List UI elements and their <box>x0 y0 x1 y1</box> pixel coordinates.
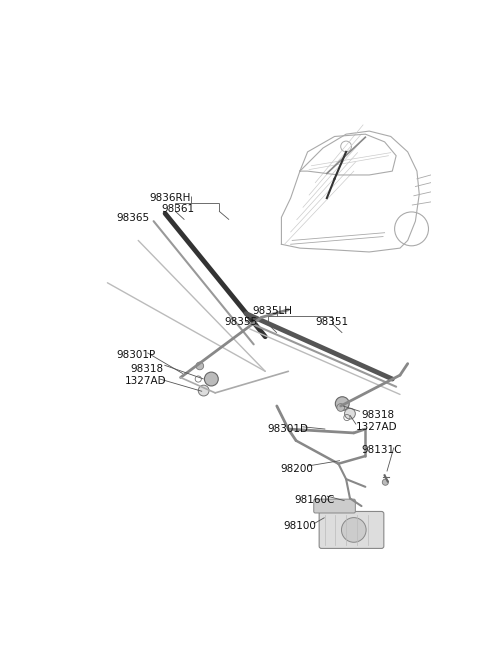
Text: 1327AD: 1327AD <box>356 422 398 432</box>
Circle shape <box>204 372 218 386</box>
Text: 98318: 98318 <box>361 410 395 420</box>
Circle shape <box>382 479 388 485</box>
Text: 9835LH: 9835LH <box>252 306 292 316</box>
Circle shape <box>198 385 209 396</box>
Text: 98301P: 98301P <box>117 350 156 359</box>
Circle shape <box>336 397 349 411</box>
Text: 98365: 98365 <box>117 213 150 224</box>
Text: 98318: 98318 <box>131 363 164 374</box>
Text: 98301D: 98301D <box>267 424 309 434</box>
Text: 98355: 98355 <box>225 318 258 327</box>
Text: 1327AD: 1327AD <box>124 376 166 386</box>
Text: 9836RH: 9836RH <box>150 193 191 203</box>
Text: 98351: 98351 <box>315 318 348 327</box>
FancyBboxPatch shape <box>314 499 355 513</box>
Text: 98131C: 98131C <box>361 445 402 455</box>
Circle shape <box>345 408 355 419</box>
Text: 98160C: 98160C <box>295 495 335 504</box>
Circle shape <box>341 518 366 543</box>
Text: 98100: 98100 <box>283 522 316 531</box>
Circle shape <box>196 362 204 370</box>
Text: 98361: 98361 <box>161 204 194 215</box>
Text: 98200: 98200 <box>281 464 313 474</box>
FancyBboxPatch shape <box>319 512 384 548</box>
Circle shape <box>337 403 345 411</box>
